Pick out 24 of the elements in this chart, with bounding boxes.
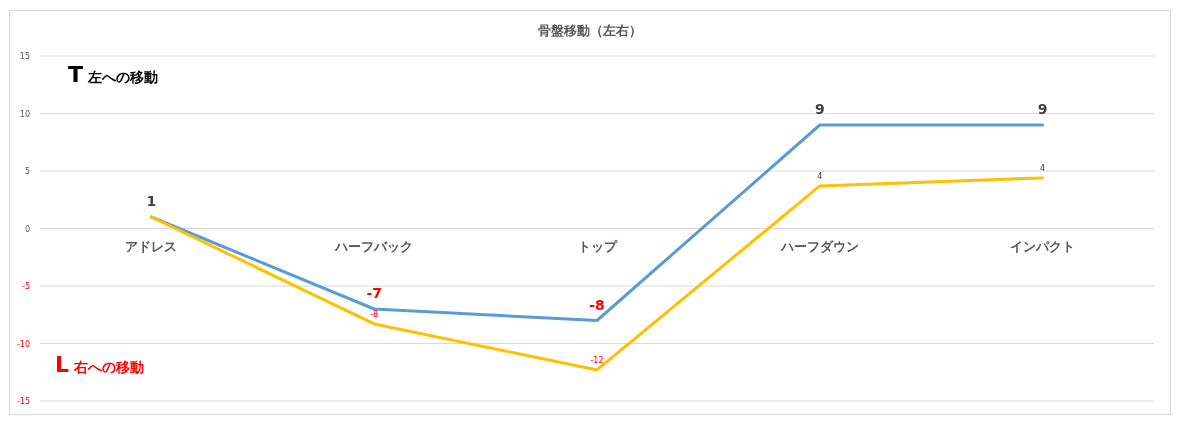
data-label: 4 xyxy=(817,171,823,181)
data-label: -7 xyxy=(366,285,382,301)
data-label: 4 xyxy=(1040,163,1046,173)
chart-title: 骨盤移動（左右） xyxy=(538,23,642,38)
y-tick-label: 5 xyxy=(24,167,30,176)
y-tick-label: -15 xyxy=(16,397,30,406)
y-tick-label: -5 xyxy=(22,282,30,291)
data-label: 9 xyxy=(814,101,825,117)
x-tick-label: トップ xyxy=(577,238,618,254)
data-label: -8 xyxy=(370,309,379,319)
y-tick-label: 0 xyxy=(24,224,30,234)
data-label: 1 xyxy=(146,193,157,209)
x-tick-label: ハーフダウン xyxy=(779,238,859,254)
data-label: 9 xyxy=(1037,101,1048,117)
x-tick-label: アドレス xyxy=(125,238,178,254)
y-tick-label: -10 xyxy=(16,339,30,349)
annotation: L 右への移動 xyxy=(55,352,144,377)
x-tick-label: ハーフバック xyxy=(334,238,414,254)
data-label: -12 xyxy=(590,355,604,365)
y-tick-label: 10 xyxy=(19,109,30,119)
y-tick-label: 15 xyxy=(19,52,30,61)
annotation: T 左への移動 xyxy=(68,62,158,87)
data-label: -8 xyxy=(589,296,605,313)
x-tick-label: インパクト xyxy=(1010,238,1076,254)
